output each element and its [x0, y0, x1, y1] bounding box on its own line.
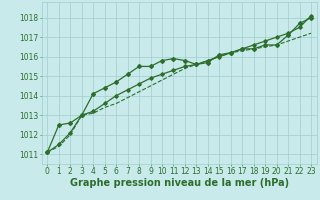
X-axis label: Graphe pression niveau de la mer (hPa): Graphe pression niveau de la mer (hPa)	[70, 178, 289, 188]
